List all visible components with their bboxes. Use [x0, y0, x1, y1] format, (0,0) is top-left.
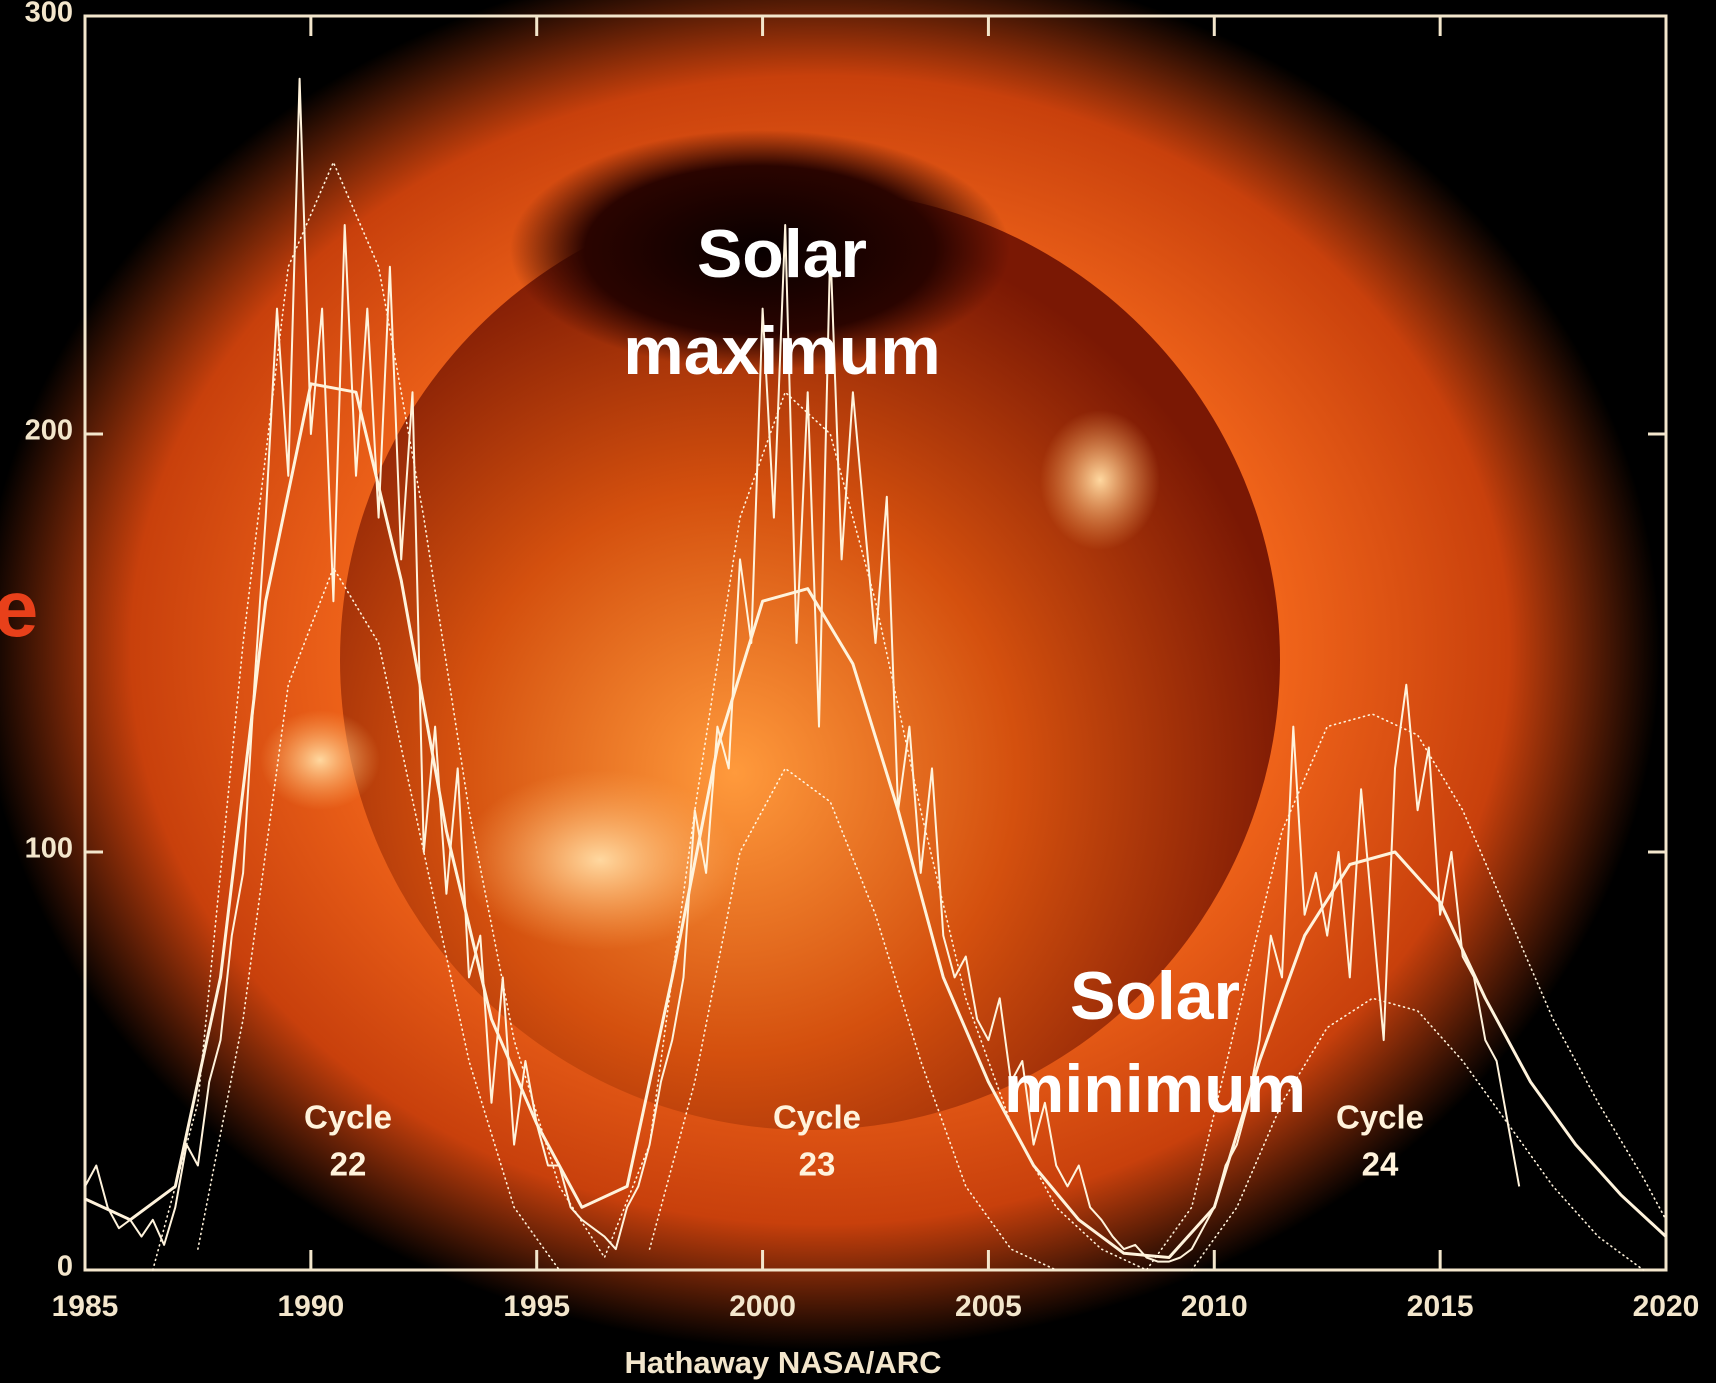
y-tick-label: 300 [25, 0, 73, 29]
annotation: 24 [1362, 1146, 1399, 1183]
x-tick-label: 1985 [52, 1290, 119, 1323]
annotation: Cycle [773, 1099, 861, 1136]
x-tick-label: 2005 [955, 1290, 1022, 1323]
x-tick-label: 2020 [1633, 1290, 1700, 1323]
data-line [84, 382, 1668, 1259]
annotation: 22 [330, 1146, 367, 1183]
x-tick-label: 2015 [1407, 1290, 1474, 1323]
credit: Hathaway NASA/ARC [625, 1345, 942, 1380]
annotation: Solar [1070, 958, 1240, 1034]
annotation: minimum [1004, 1051, 1306, 1127]
y-tick-label: 0 [57, 1251, 73, 1283]
annotation: maximum [623, 313, 940, 389]
plot-area: 0 100 200 300 1985 1990 1995 2000 2005 2010 2015 20… [25, 0, 1700, 1323]
x-tick-label: 2010 [1181, 1290, 1248, 1323]
annotation: e [0, 564, 38, 653]
x-tick-label: 1990 [277, 1290, 344, 1323]
annotation: Cycle [304, 1099, 392, 1136]
data-line [84, 77, 1521, 1263]
envelope-line [197, 567, 1645, 1271]
x-tick-label: 2000 [729, 1290, 796, 1323]
plot-frame [83, 14, 1668, 1272]
annotation: Solar [697, 216, 867, 292]
envelope-line [152, 161, 1667, 1271]
y-tick-label: 100 [25, 833, 73, 865]
annotation: Cycle [1336, 1099, 1424, 1136]
annotation: 23 [799, 1146, 836, 1183]
x-tick-label: 1995 [503, 1290, 570, 1323]
y-tick-label: 200 [25, 415, 73, 447]
